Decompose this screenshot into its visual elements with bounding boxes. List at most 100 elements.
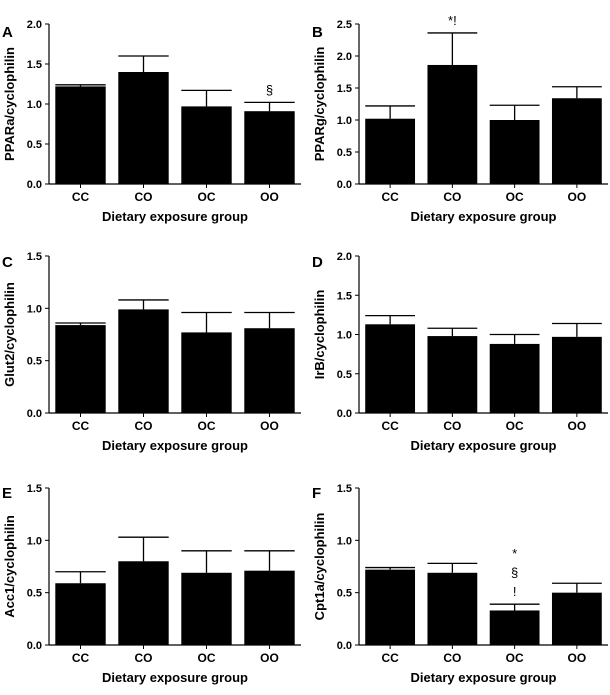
x-tick-label: OO [568,419,587,433]
panel-b: B 0.0 0.5 1.0 1.5 2.0 2.5 PPARg/cyclophilin CC CO… [312,13,608,224]
significance-mark: *! [448,13,457,28]
bar-co [118,309,169,413]
bar-oo [551,592,602,645]
bar-cc [365,324,416,413]
bar-cc [365,569,416,645]
bar-oo [244,328,295,413]
x-tick-label: CO [135,651,153,665]
bar-co [427,572,478,645]
significance-mark: ! [513,584,517,599]
bar-oc [489,343,540,413]
x-tick-label: OC [198,190,216,204]
y-axis-title: Cpt1a/cyclophilin [312,513,327,621]
x-tick-label: OO [260,190,279,204]
panel-letter: F [312,485,321,502]
x-tick-label: CO [443,190,461,204]
y-tick-label: 0.0 [27,179,42,191]
significance-mark: § [511,565,518,580]
y-tick-label: 1.0 [27,303,42,315]
y-tick-label: 2.0 [337,51,352,63]
y-tick-label: 0.5 [27,588,42,600]
panel-letter: C [2,254,13,271]
bar-oo [244,570,295,645]
panel-a: A 0.0 0.5 1.0 1.5 2.0 PPARa/cyclophilin CC CO OC O… [2,19,301,224]
y-axis-title: IrB/cyclophilin [312,290,327,380]
y-tick-label: 1.5 [27,59,42,71]
y-tick-label: 1.0 [27,99,42,111]
y-tick-label: 1.0 [337,535,352,547]
x-tick-label: CC [72,651,90,665]
x-tick-label: OO [260,651,279,665]
y-tick-label: 1.0 [337,330,352,342]
y-tick-label: 1.5 [27,251,42,263]
panel-letter: A [2,24,13,41]
x-tick-label: CO [443,419,461,433]
bar-oc [181,106,232,184]
y-axis-title: PPARg/cyclophilin [312,47,327,162]
significance-mark: § [266,82,273,97]
x-axis-title: Dietary exposure group [411,438,557,453]
bar-co [427,64,478,184]
y-tick-label: 1.0 [27,535,42,547]
bar-oc [489,610,540,645]
panel-letter: B [312,24,323,41]
panel-c: C 0.0 0.5 1.0 1.5 Glut2/cyclophilin CC CO OC OO Di… [2,251,301,453]
y-tick-label: 2.0 [337,251,352,263]
x-tick-label: CO [135,190,153,204]
panel-f: F 0.0 0.5 1.0 1.5 Cpt1a/cyclophilin CC CO OC OO Di… [312,483,608,685]
x-axis-title: Dietary exposure group [102,670,248,685]
panel-letter: E [2,485,12,502]
x-tick-label: OC [506,190,524,204]
bar-oc [181,572,232,645]
x-tick-label: CC [381,190,399,204]
y-axis-title: PPARa/cyclophilin [2,47,17,161]
bar-cc [365,118,416,184]
x-tick-label: CC [381,419,399,433]
x-tick-label: CC [381,651,399,665]
x-tick-label: CC [72,419,90,433]
bar-co [118,72,169,184]
bar-cc [55,583,106,645]
y-tick-label: 1.5 [337,83,352,95]
x-tick-label: OO [568,190,587,204]
x-tick-label: CC [72,190,90,204]
y-tick-label: 0.0 [337,179,352,191]
x-tick-label: OC [506,651,524,665]
y-axis-title: Acc1/cyclophilin [2,515,17,618]
bar-oo [244,111,295,184]
x-tick-label: OO [568,651,587,665]
x-axis-title: Dietary exposure group [411,670,557,685]
bar-oc [489,120,540,184]
y-tick-label: 0.0 [337,640,352,652]
panel-d: D 0.0 0.5 1.0 1.5 2.0 IrB/cyclophilin CC CO OC OO D… [312,251,608,453]
bar-co [427,336,478,413]
bar-cc [55,325,106,413]
y-tick-label: 1.5 [27,483,42,495]
y-tick-label: 1.0 [337,115,352,127]
y-axis-title: Glut2/cyclophilin [2,282,17,387]
y-tick-label: 1.5 [337,290,352,302]
x-tick-label: CO [443,651,461,665]
x-axis-title: Dietary exposure group [411,209,557,224]
y-tick-label: 0.5 [337,369,352,381]
bar-cc [55,86,106,184]
y-tick-label: 2.5 [337,19,352,31]
panel-letter: D [312,254,323,271]
y-tick-label: 0.0 [27,640,42,652]
bar-co [118,561,169,645]
panel-e: E 0.0 0.5 1.0 1.5 Acc1/cyclophilin CC CO OC OO Die… [2,483,301,685]
x-tick-label: OC [506,419,524,433]
x-tick-label: CO [135,419,153,433]
bar-oo [551,98,602,184]
significance-mark: * [512,546,517,561]
x-axis-title: Dietary exposure group [102,209,248,224]
y-tick-label: 0.0 [27,408,42,420]
y-tick-label: 1.5 [337,483,352,495]
x-tick-label: OC [198,419,216,433]
bar-oo [551,336,602,413]
y-tick-label: 0.0 [337,408,352,420]
y-tick-label: 0.5 [337,588,352,600]
x-tick-label: OC [198,651,216,665]
y-tick-label: 2.0 [27,19,42,31]
